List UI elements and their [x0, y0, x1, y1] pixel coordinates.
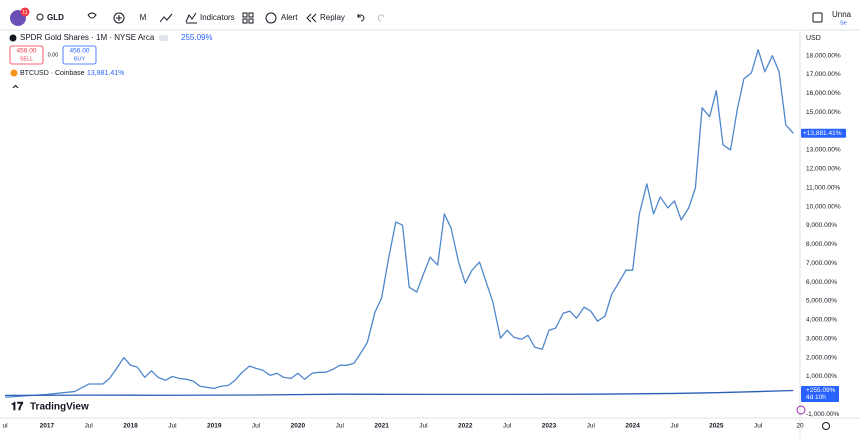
redo-icon[interactable] — [377, 14, 385, 22]
gld-price-tag-label: +255.09% — [806, 387, 836, 394]
y-tick-label: 6,000.00% — [806, 279, 837, 286]
btc-price-tag-label: +13,881.41% — [803, 130, 842, 137]
alert-icon[interactable] — [265, 12, 277, 24]
y-tick-label: 2,000.00% — [806, 354, 837, 361]
buy-price: 456.00 — [70, 48, 90, 55]
layout-checkbox[interactable] — [812, 12, 823, 23]
x-tick-label: Jul — [503, 423, 512, 430]
x-tick-label: Jul — [336, 423, 345, 430]
gld-change: 255.09% — [181, 33, 213, 42]
layout-icon — [248, 18, 254, 24]
series-line — [4, 49, 794, 398]
plot — [4, 49, 794, 398]
add-icon[interactable] — [113, 12, 125, 24]
x-tick-label: Jul — [754, 423, 763, 430]
brand-logo: 𝟏𝟕 — [11, 401, 24, 413]
gld-price-tag — [801, 386, 839, 403]
y-tick-label: 5,000.00% — [806, 298, 837, 305]
indicators-button[interactable]: Indicators — [200, 13, 235, 22]
y-tick-label: 1,000.00% — [806, 373, 837, 380]
add-plus — [116, 15, 122, 21]
countdown: 4d 10h — [806, 394, 826, 401]
spread: 0.00 — [48, 52, 59, 58]
series-line — [5, 389, 794, 396]
x-tick-label: 2019 — [207, 423, 222, 430]
symbol[interactable]: GLD — [47, 13, 64, 22]
x-tick-label: 2024 — [625, 423, 640, 430]
x-tick-label: 20 — [796, 423, 804, 430]
toolbar — [0, 0, 860, 30]
buy-button[interactable] — [62, 45, 97, 65]
interval[interactable]: M — [140, 13, 147, 22]
replay-button[interactable]: Replay — [320, 13, 345, 22]
chart-type-icon[interactable] — [159, 13, 173, 23]
x-tick-label: 2020 — [291, 423, 306, 430]
y-tick-label: 16,000.00% — [806, 90, 841, 97]
x-tick-label: Jul — [670, 423, 679, 430]
legend-menu[interactable] — [159, 35, 168, 41]
x-tick-label: Jul — [252, 423, 261, 430]
legend-btc[interactable]: BTCUSD · Coinbase — [20, 70, 85, 77]
x-tick-label: ul — [2, 423, 8, 430]
btc-change: 13,881.41% — [87, 70, 124, 77]
x-tick-label: 2021 — [374, 423, 389, 430]
x-tick-label: 2018 — [123, 423, 138, 430]
x-tick-label: 2017 — [40, 423, 55, 430]
x-tick-label: 2022 — [458, 423, 473, 430]
y-tick-label: 4,000.00% — [806, 317, 837, 324]
legend-gld[interactable]: SPDR Gold Shares · 1M · NYSE Arca — [20, 33, 155, 42]
layout-icon — [242, 18, 248, 24]
sell-button[interactable] — [9, 45, 44, 65]
search-icon[interactable] — [36, 13, 44, 21]
collapse-legend[interactable] — [12, 84, 19, 89]
x-tick-label: 2023 — [542, 423, 557, 430]
y-tick-label: 15,000.00% — [806, 109, 841, 116]
layout-icon[interactable] — [242, 12, 248, 18]
x-tick-label: 2025 — [709, 423, 724, 430]
currency[interactable]: USD — [806, 35, 821, 42]
y-tick-label: 11,000.00% — [806, 184, 840, 191]
badge — [20, 7, 30, 17]
buy-label: BUY — [74, 56, 86, 62]
indicators-icon[interactable] — [185, 12, 197, 24]
x-tick-label: Jul — [587, 423, 596, 430]
brand-name: TradingView — [30, 402, 89, 413]
y-tick-label: 10,000.00% — [806, 203, 841, 210]
alert-button[interactable]: Alert — [281, 13, 298, 22]
settings-icon[interactable] — [822, 422, 830, 430]
undo-icon[interactable] — [357, 14, 365, 22]
x-tick-label: Jul — [419, 423, 428, 430]
y-tick-label: 12,000.00% — [806, 166, 841, 173]
sell-price: 456.00 — [17, 48, 37, 55]
x-tick-label: Jul — [168, 423, 177, 430]
compare-icon[interactable] — [87, 12, 97, 19]
btc-icon — [10, 69, 18, 77]
y-tick-label: -1,000.00% — [806, 411, 839, 418]
y-tick-label: 18,000.00% — [806, 52, 841, 59]
badge-count: 11 — [22, 10, 27, 16]
gld-icon — [9, 34, 17, 42]
layout-sub: Se — [840, 20, 847, 26]
y-tick-label: 8,000.00% — [806, 241, 837, 248]
y-tick-label: 3,000.00% — [806, 335, 837, 342]
events-icon[interactable] — [796, 405, 806, 415]
y-tick-label: 7,000.00% — [806, 260, 837, 267]
layout-name[interactable]: Unna — [832, 10, 852, 19]
y-tick-label: 13,000.00% — [806, 147, 841, 154]
y-tick-label: 17,000.00% — [806, 71, 841, 78]
replay-icon[interactable] — [306, 13, 317, 23]
btc-price-tag — [801, 128, 846, 138]
sell-label: SELL — [20, 56, 33, 62]
layout-icon — [248, 12, 254, 18]
y-tick-label: 9,000.00% — [806, 222, 837, 229]
x-tick-label: Jul — [85, 423, 94, 430]
